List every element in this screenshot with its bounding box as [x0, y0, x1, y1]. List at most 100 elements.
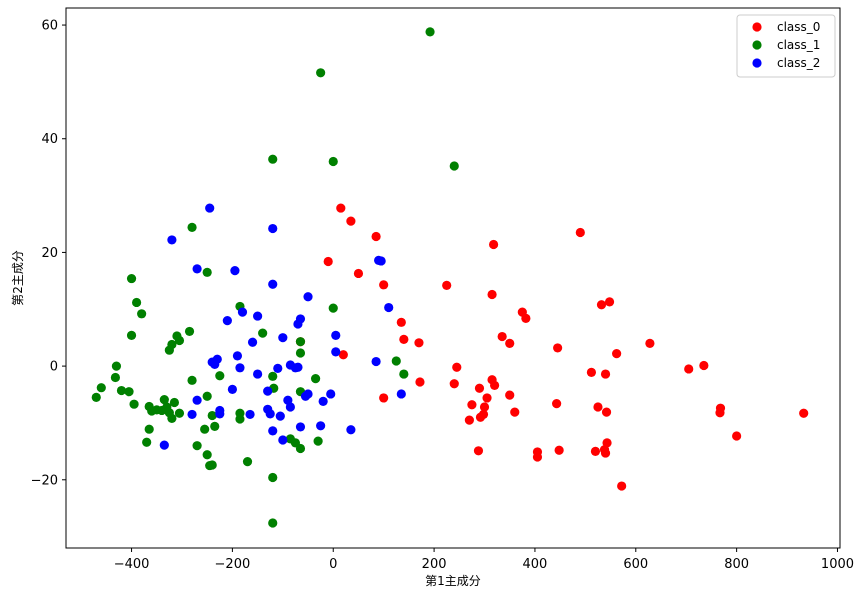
data-point-class_0 — [604, 297, 615, 307]
data-point-class_1 — [129, 399, 139, 409]
data-point-class_0 — [505, 390, 515, 400]
data-point-class_2 — [263, 386, 273, 396]
data-point-class_2 — [331, 347, 341, 357]
data-point-class_0 — [396, 317, 406, 327]
data-point-class_2 — [376, 256, 386, 266]
data-point-class_0 — [617, 481, 627, 491]
data-point-class_0 — [715, 408, 725, 418]
data-point-class_0 — [414, 338, 424, 348]
data-point-class_1 — [310, 374, 321, 384]
data-point-class_0 — [371, 231, 381, 242]
data-point-class_2 — [278, 435, 288, 445]
data-point-class_2 — [205, 203, 215, 213]
data-point-class_0 — [596, 300, 607, 310]
data-point-class_1 — [313, 436, 323, 446]
data-point-class_0 — [399, 334, 409, 344]
data-point-class_1 — [124, 387, 134, 397]
data-point-class_1 — [172, 331, 182, 341]
data-point-class_1 — [328, 303, 338, 313]
data-point-class_2 — [245, 409, 255, 420]
data-point-class_1 — [295, 337, 306, 347]
data-point-class_2 — [187, 409, 197, 420]
data-point-class_1 — [328, 156, 338, 167]
data-point-class_2 — [371, 356, 381, 367]
data-point-class_2 — [167, 235, 177, 245]
data-point-class_0 — [489, 380, 500, 391]
data-point-class_0 — [554, 445, 564, 455]
x-axis-ticks: −400 −200 0 200 400 600 800 1000 — [114, 548, 854, 572]
data-point-class_2 — [268, 223, 278, 234]
data-point-class_0 — [600, 369, 611, 379]
data-point-class_2 — [316, 421, 326, 431]
series-class_1 — [91, 27, 459, 528]
data-point-class_2 — [295, 422, 306, 432]
data-point-class_2 — [265, 409, 275, 419]
data-point-class_0 — [732, 431, 742, 441]
data-point-class_1 — [268, 154, 278, 164]
data-point-class_0 — [590, 446, 601, 456]
legend-label: class_0 — [777, 20, 820, 34]
data-point-class_1 — [131, 297, 142, 308]
data-point-class_0 — [600, 448, 611, 458]
data-point-class_0 — [602, 438, 612, 448]
data-point-class_0 — [521, 313, 531, 323]
data-point-class_0 — [488, 239, 499, 250]
data-point-class_2 — [192, 264, 202, 274]
data-point-class_0 — [586, 367, 597, 377]
y-axis-ticks: −20 0 20 40 60 — [31, 19, 66, 488]
data-point-class_0 — [482, 393, 492, 403]
data-point-class_0 — [497, 331, 507, 342]
data-point-class_1 — [210, 421, 220, 431]
data-point-class_1 — [258, 328, 268, 338]
legend-box — [736, 14, 836, 78]
y-tick-label: 60 — [41, 19, 58, 34]
data-point-class_2 — [318, 396, 328, 406]
data-point-class_1 — [187, 375, 197, 385]
data-point-class_2 — [268, 279, 278, 289]
data-point-class_2 — [303, 292, 313, 302]
data-point-class_0 — [379, 393, 389, 403]
data-point-class_1 — [111, 361, 122, 371]
data-point-class_2 — [207, 357, 217, 367]
data-point-class_0 — [475, 412, 486, 422]
data-point-class_2 — [159, 440, 169, 450]
data-point-class_0 — [612, 349, 622, 359]
data-point-class_2 — [275, 411, 285, 421]
data-point-class_2 — [396, 389, 406, 399]
data-point-class_0 — [699, 360, 709, 371]
data-point-class_1 — [184, 326, 195, 337]
x-tick-label: 0 — [329, 557, 337, 572]
data-point-class_2 — [237, 307, 248, 317]
data-point-class_1 — [449, 161, 459, 171]
data-point-class_1 — [137, 309, 147, 319]
data-point-class_1 — [268, 371, 278, 381]
data-point-class_2 — [384, 302, 394, 313]
data-point-class_0 — [346, 216, 356, 226]
data-point-class_2 — [192, 395, 202, 405]
legend: class_0 class_1 class_2 — [736, 14, 836, 78]
data-point-class_1 — [205, 460, 215, 471]
data-point-class_0 — [415, 377, 425, 387]
data-point-class_1 — [215, 371, 225, 381]
data-point-class_1 — [116, 385, 127, 396]
series-class_0 — [295, 203, 809, 491]
x-tick-label: −200 — [215, 557, 251, 572]
data-point-class_0 — [601, 407, 612, 417]
data-point-class_0 — [799, 408, 809, 418]
data-point-class_1 — [142, 437, 152, 447]
data-point-class_1 — [192, 441, 202, 451]
data-point-class_2 — [278, 333, 288, 343]
data-point-class_1 — [126, 330, 137, 341]
data-point-class_1 — [202, 450, 212, 460]
data-point-class_0 — [449, 379, 459, 389]
data-point-class_1 — [174, 408, 185, 418]
data-point-class_0 — [532, 452, 543, 462]
data-point-class_0 — [487, 289, 497, 300]
data-point-class_2 — [222, 316, 232, 326]
data-points — [91, 27, 809, 528]
data-point-class_1 — [207, 410, 217, 421]
y-tick-label: 0 — [50, 360, 58, 375]
data-point-class_1 — [96, 383, 106, 393]
x-tick-label: −400 — [114, 557, 150, 572]
